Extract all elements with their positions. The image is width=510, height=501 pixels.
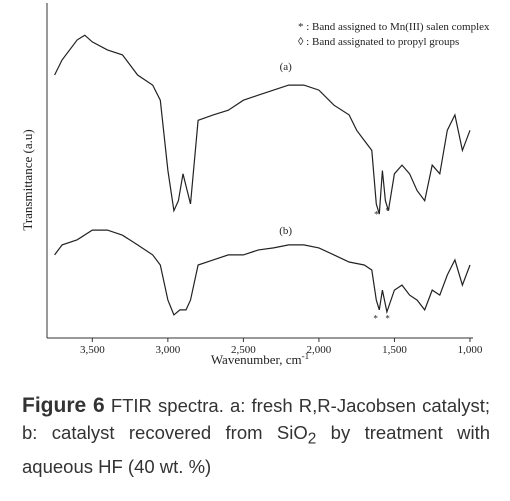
- band-marker: *: [385, 313, 390, 323]
- band-marker: *: [374, 209, 379, 219]
- x-label-sup: -1: [302, 351, 310, 361]
- series-label: (a): [280, 61, 293, 73]
- x-tick-label: 3,000: [155, 344, 180, 356]
- spectrum-line: [54, 34, 471, 215]
- caption-label: Figure 6: [22, 394, 105, 417]
- chart: * : Band assigned to Mn(III) salen compl…: [20, 3, 490, 367]
- x-tick-label: 2,500: [231, 344, 256, 356]
- x-tick-label: 1,000: [458, 344, 483, 356]
- series-label: (b): [279, 225, 292, 237]
- spectrum-line: [54, 229, 471, 316]
- y-axis-label: Transmittance (a.u): [20, 129, 35, 230]
- x-tick-label: 3,500: [80, 344, 105, 356]
- caption-text: FTIR spectra. a: fresh R,R-Jacobsen cata…: [22, 395, 490, 443]
- x-tick-label: 1,500: [382, 344, 407, 356]
- caption-text: by treatment with aqueous HF (40 wt. %): [22, 422, 490, 477]
- caption: Figure 6 FTIR spectra. a: fresh R,R-Jaco…: [22, 392, 490, 480]
- legend-entry: ◊ : Band assignated to propyl groups: [298, 36, 459, 48]
- x-label-text: Wavenumber, cm: [211, 352, 302, 367]
- x-axis-label: Wavenumber, cm-1: [211, 351, 309, 367]
- band-marker: *: [385, 206, 390, 216]
- x-tick-label: 2,000: [307, 344, 332, 356]
- band-marker: *: [373, 313, 378, 323]
- caption-sub: 2: [307, 430, 317, 448]
- legend-entry: * : Band assigned to Mn(III) salen compl…: [298, 21, 490, 33]
